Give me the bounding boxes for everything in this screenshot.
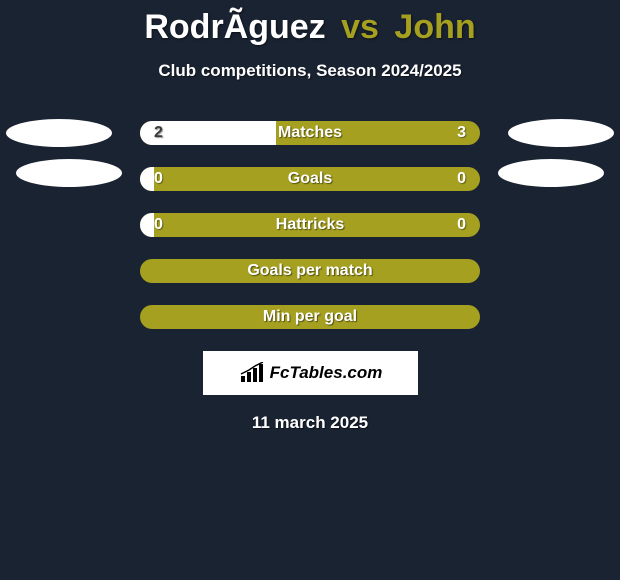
stat-row: 2 Matches 3 (140, 121, 480, 145)
chart-icon (238, 362, 268, 384)
stat-label: Goals per match (247, 262, 372, 280)
stat-left-value: 0 (154, 216, 163, 234)
stat-label: Hattricks (276, 216, 344, 234)
brand-logo[interactable]: FcTables.com (203, 351, 418, 395)
stat-row: 0 Hattricks 0 (140, 213, 480, 237)
stat-row: 0 Goals 0 (140, 167, 480, 191)
player1-name: RodrÃ­guez (144, 8, 325, 46)
stat-left-fill (140, 213, 154, 237)
stat-right-value: 0 (457, 216, 466, 234)
stat-left-value: 0 (154, 170, 163, 188)
player2-team-placeholder (498, 159, 604, 187)
player2-name: John (394, 8, 475, 46)
stat-label: Min per goal (263, 308, 357, 326)
stat-label: Matches (278, 124, 342, 142)
stat-row: Min per goal (140, 305, 480, 329)
stat-row: Goals per match (140, 259, 480, 283)
player1-avatar-placeholder (6, 119, 112, 147)
comparison-widget: RodrÃ­guez vs John Club competitions, Se… (0, 0, 620, 433)
date-label: 11 march 2025 (0, 413, 620, 433)
vs-label: vs (341, 8, 379, 46)
player2-avatar-placeholder (508, 119, 614, 147)
subtitle: Club competitions, Season 2024/2025 (0, 61, 620, 81)
stats-block: 2 Matches 3 0 Goals 0 0 Hattricks 0 Goal… (0, 121, 620, 329)
stat-right-value: 0 (457, 170, 466, 188)
brand-text: FcTables.com (270, 363, 383, 383)
stat-left-fill (140, 167, 154, 191)
stat-left-value: 2 (154, 124, 163, 142)
page-title: RodrÃ­guez vs John (0, 8, 620, 47)
stat-label: Goals (288, 170, 332, 188)
stat-right-value: 3 (457, 124, 466, 142)
player1-team-placeholder (16, 159, 122, 187)
